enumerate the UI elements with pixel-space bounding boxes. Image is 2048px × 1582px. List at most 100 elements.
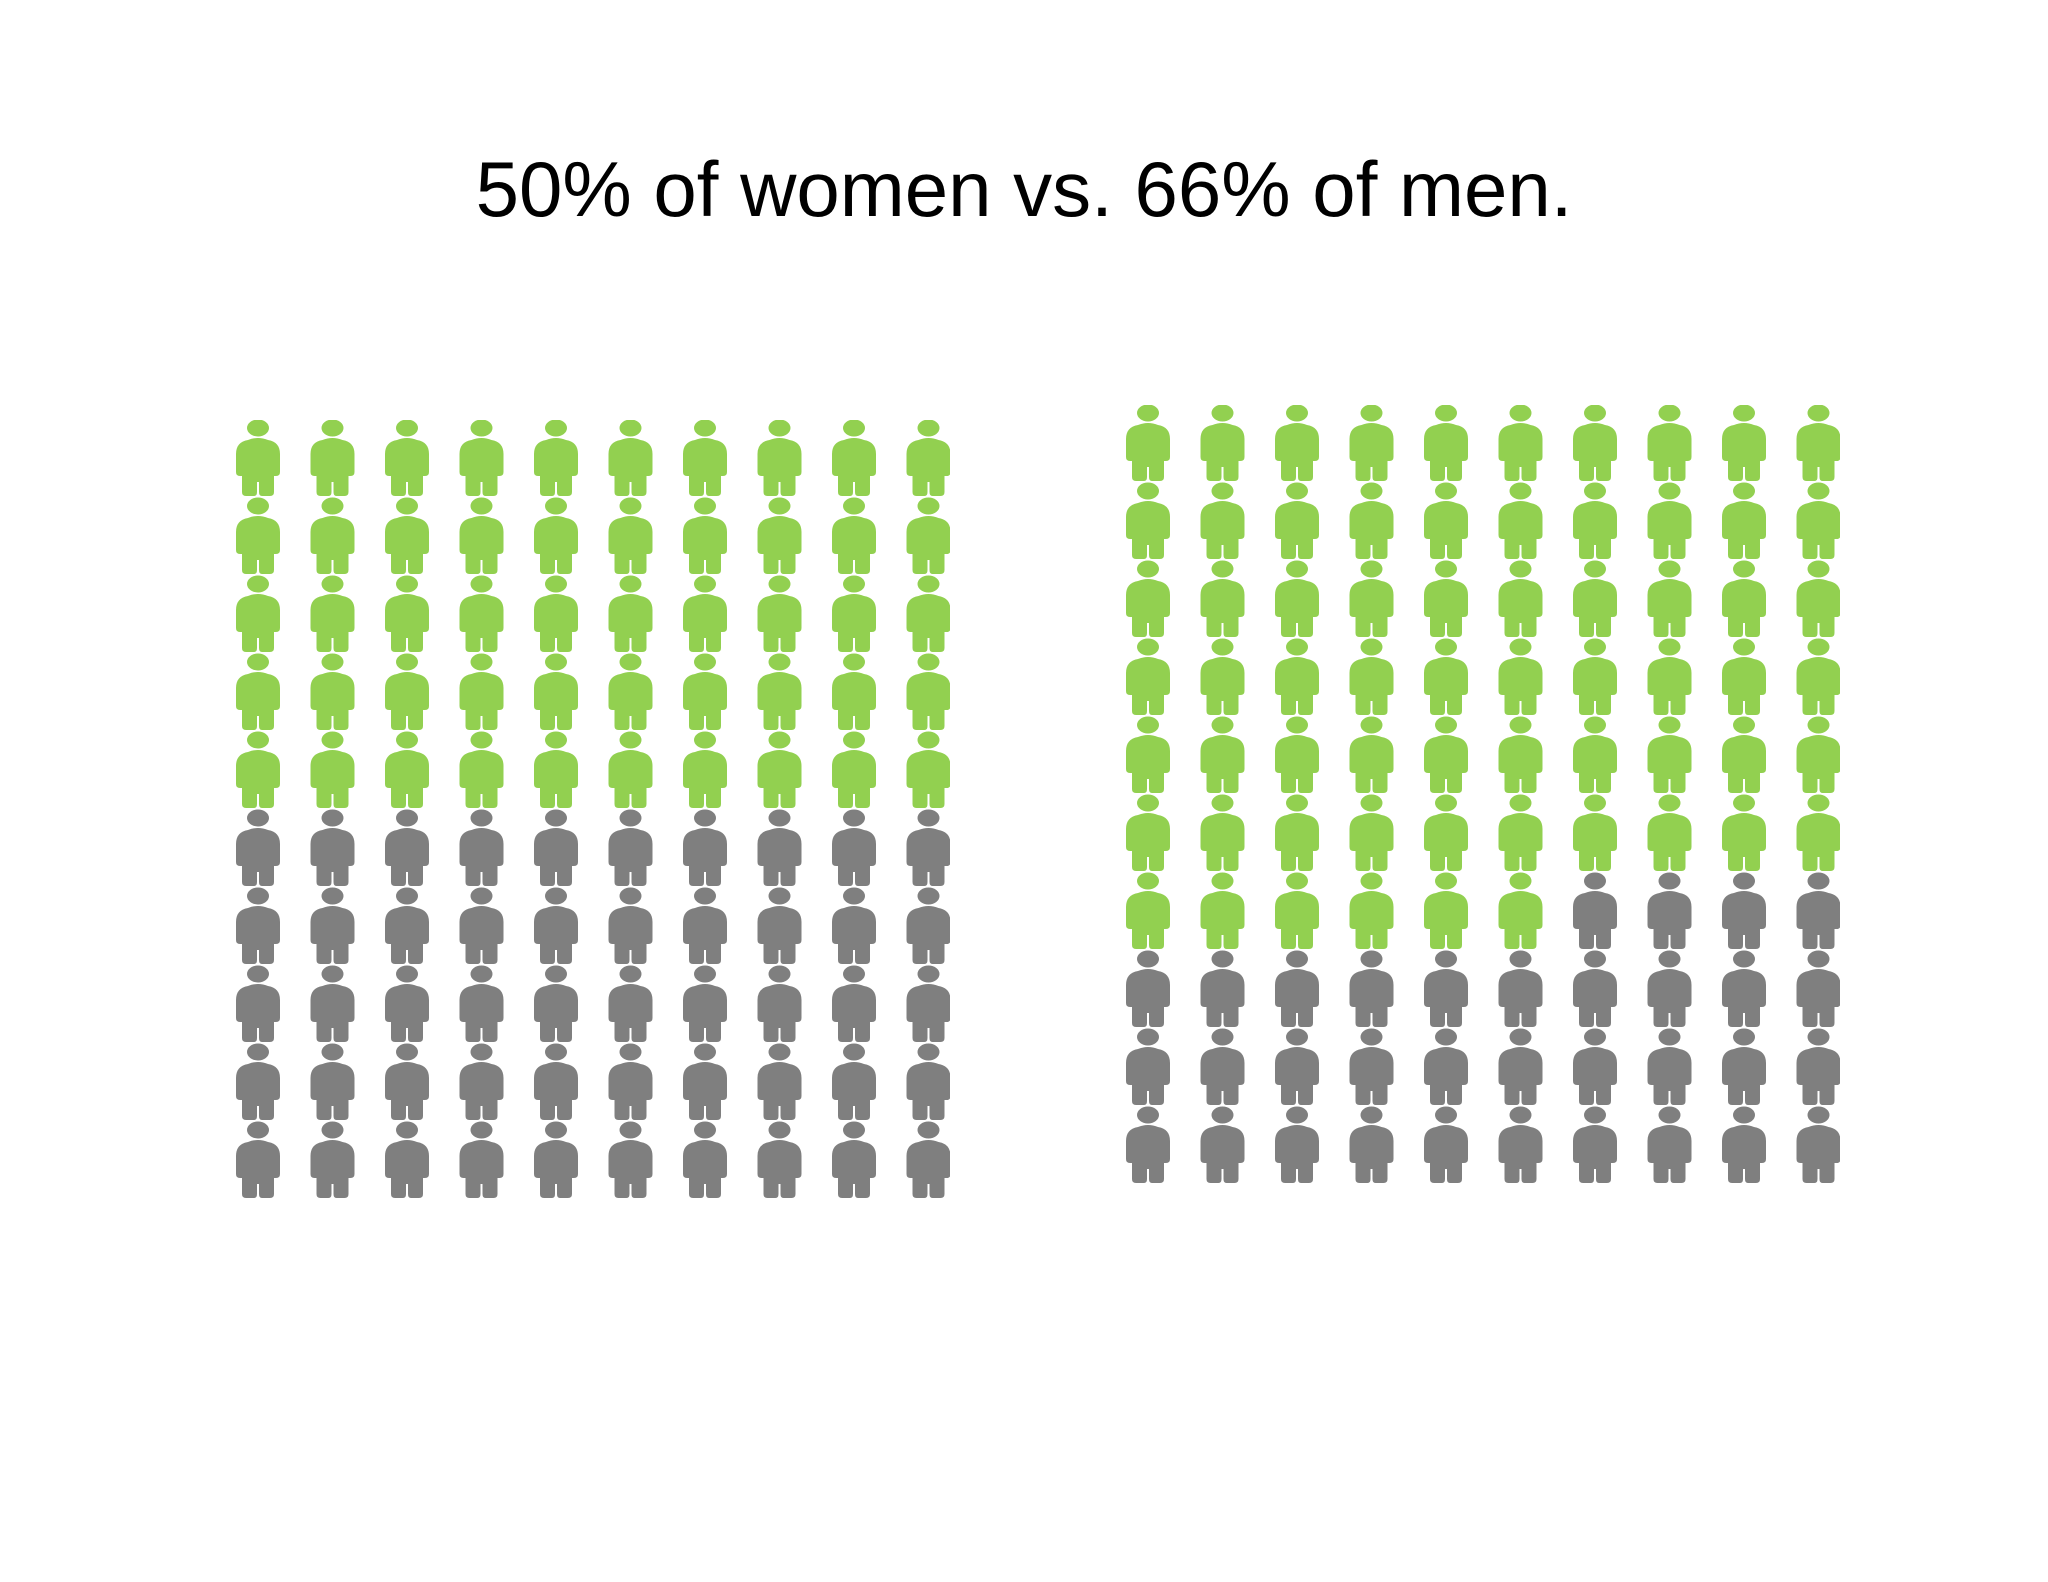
men-person-icon [1424,872,1468,949]
women-person-icon [310,731,355,808]
women-person-icon [459,965,504,1042]
men-person-icon [1349,716,1394,793]
men-person-icon [1573,560,1617,637]
women-person-icon [385,809,429,886]
women-person-icon [608,809,653,886]
women-person-icon [310,1121,355,1198]
men-person-icon [1573,482,1617,559]
women-person-icon [683,731,727,808]
men-person-icon [1424,1106,1468,1183]
women-person-icon [906,887,950,964]
women-person-icon [385,497,429,574]
women-person-icon [683,887,727,964]
men-person-icon [1349,794,1394,871]
men-person-icon [1349,560,1394,637]
men-person-icon [1126,405,1170,481]
men-person-icon [1573,872,1617,949]
men-person-icon [1498,1106,1543,1183]
men-person-icon [1573,1106,1617,1183]
men-person-icon [1126,716,1170,793]
women-person-icon [906,1043,950,1120]
men-person-icon [1275,638,1319,715]
women-person-icon [385,887,429,964]
women-person-icon [832,653,876,730]
women-person-icon [236,1121,280,1198]
men-person-icon [1647,872,1692,949]
women-person-icon [236,887,280,964]
men-person-icon [1796,794,1840,871]
women-person-icon [757,731,802,808]
men-person-icon [1722,405,1766,481]
men-person-icon [1424,1028,1468,1105]
men-person-icon [1275,1106,1319,1183]
men-person-icon [1200,872,1245,949]
men-person-icon [1275,405,1319,481]
women-person-icon [906,965,950,1042]
men-person-icon [1796,560,1840,637]
women-person-icon [906,575,950,652]
pictogram-women [236,420,950,1198]
women-person-icon [459,653,504,730]
men-person-icon [1647,950,1692,1027]
men-person-icon [1722,950,1766,1027]
men-person-icon [1796,638,1840,715]
men-person-icon [1573,638,1617,715]
women-person-icon [534,420,578,496]
men-person-icon [1200,638,1245,715]
women-person-icon [832,420,876,496]
women-person-icon [683,1043,727,1120]
men-person-icon [1647,638,1692,715]
men-person-icon [1796,716,1840,793]
women-person-icon [608,497,653,574]
women-person-icon [757,497,802,574]
women-person-icon [608,420,653,496]
women-person-icon [757,887,802,964]
women-person-icon [906,497,950,574]
women-person-icon [757,575,802,652]
men-person-icon [1498,405,1543,481]
men-person-icon [1200,405,1245,481]
men-person-icon [1647,716,1692,793]
women-person-icon [310,965,355,1042]
men-person-icon [1275,794,1319,871]
women-person-icon [385,420,429,496]
men-person-icon [1200,482,1245,559]
women-person-icon [236,653,280,730]
men-person-icon [1126,950,1170,1027]
men-person-icon [1573,1028,1617,1105]
women-person-icon [832,575,876,652]
men-person-icon [1424,950,1468,1027]
women-person-icon [310,1043,355,1120]
women-person-icon [236,731,280,808]
men-person-icon [1275,482,1319,559]
women-person-icon [757,965,802,1042]
men-person-icon [1349,482,1394,559]
women-person-icon [534,575,578,652]
men-person-icon [1424,560,1468,637]
women-person-icon [683,420,727,496]
women-person-icon [683,575,727,652]
women-person-icon [459,887,504,964]
women-person-icon [608,653,653,730]
men-person-icon [1275,560,1319,637]
women-person-icon [310,653,355,730]
women-person-icon [608,887,653,964]
men-person-icon [1349,638,1394,715]
women-person-icon [608,575,653,652]
men-person-icon [1349,1106,1394,1183]
women-person-icon [236,1043,280,1120]
women-person-icon [534,887,578,964]
men-person-icon [1200,1028,1245,1105]
women-person-icon [683,1121,727,1198]
women-person-icon [310,809,355,886]
women-person-icon [534,731,578,808]
men-person-icon [1275,950,1319,1027]
women-person-icon [832,809,876,886]
women-person-icon [310,887,355,964]
men-person-icon [1200,560,1245,637]
women-person-icon [683,497,727,574]
women-person-icon [906,731,950,808]
women-person-icon [608,1043,653,1120]
chart-title: 50% of women vs. 66% of men. [475,145,1573,233]
women-person-icon [236,575,280,652]
